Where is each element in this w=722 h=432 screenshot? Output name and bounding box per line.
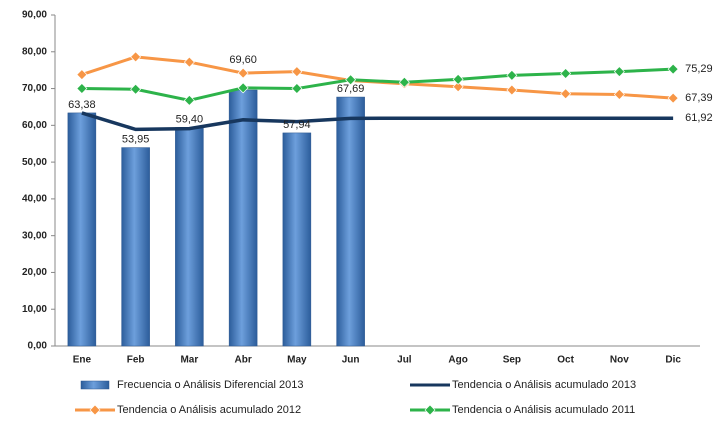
marker: [560, 88, 572, 100]
x-tick-label: Oct: [557, 355, 574, 366]
data-label: 67,39: [685, 92, 713, 104]
legend-label: Tendencia o Análisis acumulado 2011: [452, 404, 635, 416]
y-tick-label: 70,00: [22, 83, 47, 94]
x-tick-label: Mar: [180, 355, 198, 366]
data-label: 75,29: [685, 63, 713, 75]
line: [81, 55, 674, 100]
y-tick-label: 90,00: [22, 10, 47, 21]
line: [81, 67, 674, 102]
marker: [667, 63, 679, 75]
marker: [506, 69, 518, 81]
marker: [506, 84, 518, 96]
bar: [282, 132, 312, 347]
x-tick-label: Ago: [448, 355, 467, 366]
bar: [228, 89, 258, 347]
y-tick-label: 40,00: [22, 194, 47, 205]
marker: [613, 88, 625, 100]
bar: [336, 96, 365, 347]
marker: [237, 82, 249, 94]
bar: [175, 127, 204, 347]
marker: [667, 92, 679, 104]
y-tick-label: 10,00: [22, 304, 47, 315]
data-label: 63,38: [68, 99, 96, 111]
marker: [183, 94, 195, 106]
x-tick-label: May: [287, 355, 307, 366]
marker: [291, 66, 303, 78]
marker: [130, 51, 142, 63]
bar: [67, 112, 97, 347]
x-tick-label: Sep: [503, 355, 521, 366]
line: [81, 111, 674, 132]
marker: [452, 73, 464, 85]
marker: [345, 74, 357, 86]
legend-label: Tendencia o Análisis acumulado 2012: [117, 404, 301, 416]
marker: [76, 69, 88, 81]
marker: [613, 66, 625, 78]
data-label: 57,94: [283, 119, 311, 131]
x-tick-label: Ene: [73, 355, 92, 366]
data-label: 59,40: [176, 113, 204, 125]
y-tick-label: 20,00: [22, 267, 47, 278]
marker: [76, 83, 88, 95]
marker: [560, 67, 572, 79]
marker: [237, 67, 249, 79]
data-label: 67,69: [337, 83, 365, 95]
x-tick-label: Dic: [665, 355, 681, 366]
marker: [424, 404, 436, 416]
data-label: 61,92: [685, 112, 713, 124]
x-tick-label: Feb: [127, 355, 145, 366]
legend-label: Frecuencia o Análisis Diferencial 2013: [117, 379, 304, 391]
marker: [89, 404, 101, 416]
y-tick-label: 50,00: [22, 157, 47, 168]
y-tick-label: 60,00: [22, 120, 47, 131]
x-tick-label: Nov: [610, 355, 629, 366]
y-tick-label: 80,00: [22, 46, 47, 57]
y-tick-label: 30,00: [22, 230, 47, 241]
marker: [291, 83, 303, 95]
marker: [183, 56, 195, 68]
y-tick-label: 0,00: [28, 341, 48, 352]
marker: [398, 76, 410, 88]
x-tick-label: Jul: [397, 355, 412, 366]
data-label: 53,95: [122, 133, 150, 145]
x-tick-label: Jun: [342, 355, 360, 366]
bar: [121, 147, 150, 347]
x-tick-label: Abr: [235, 355, 252, 366]
marker: [452, 81, 464, 93]
legend-swatch: [80, 380, 110, 390]
marker: [130, 83, 142, 95]
data-label: 69,60: [229, 54, 257, 66]
legend-label: Tendencia o Análisis acumulado 2013: [452, 379, 636, 391]
